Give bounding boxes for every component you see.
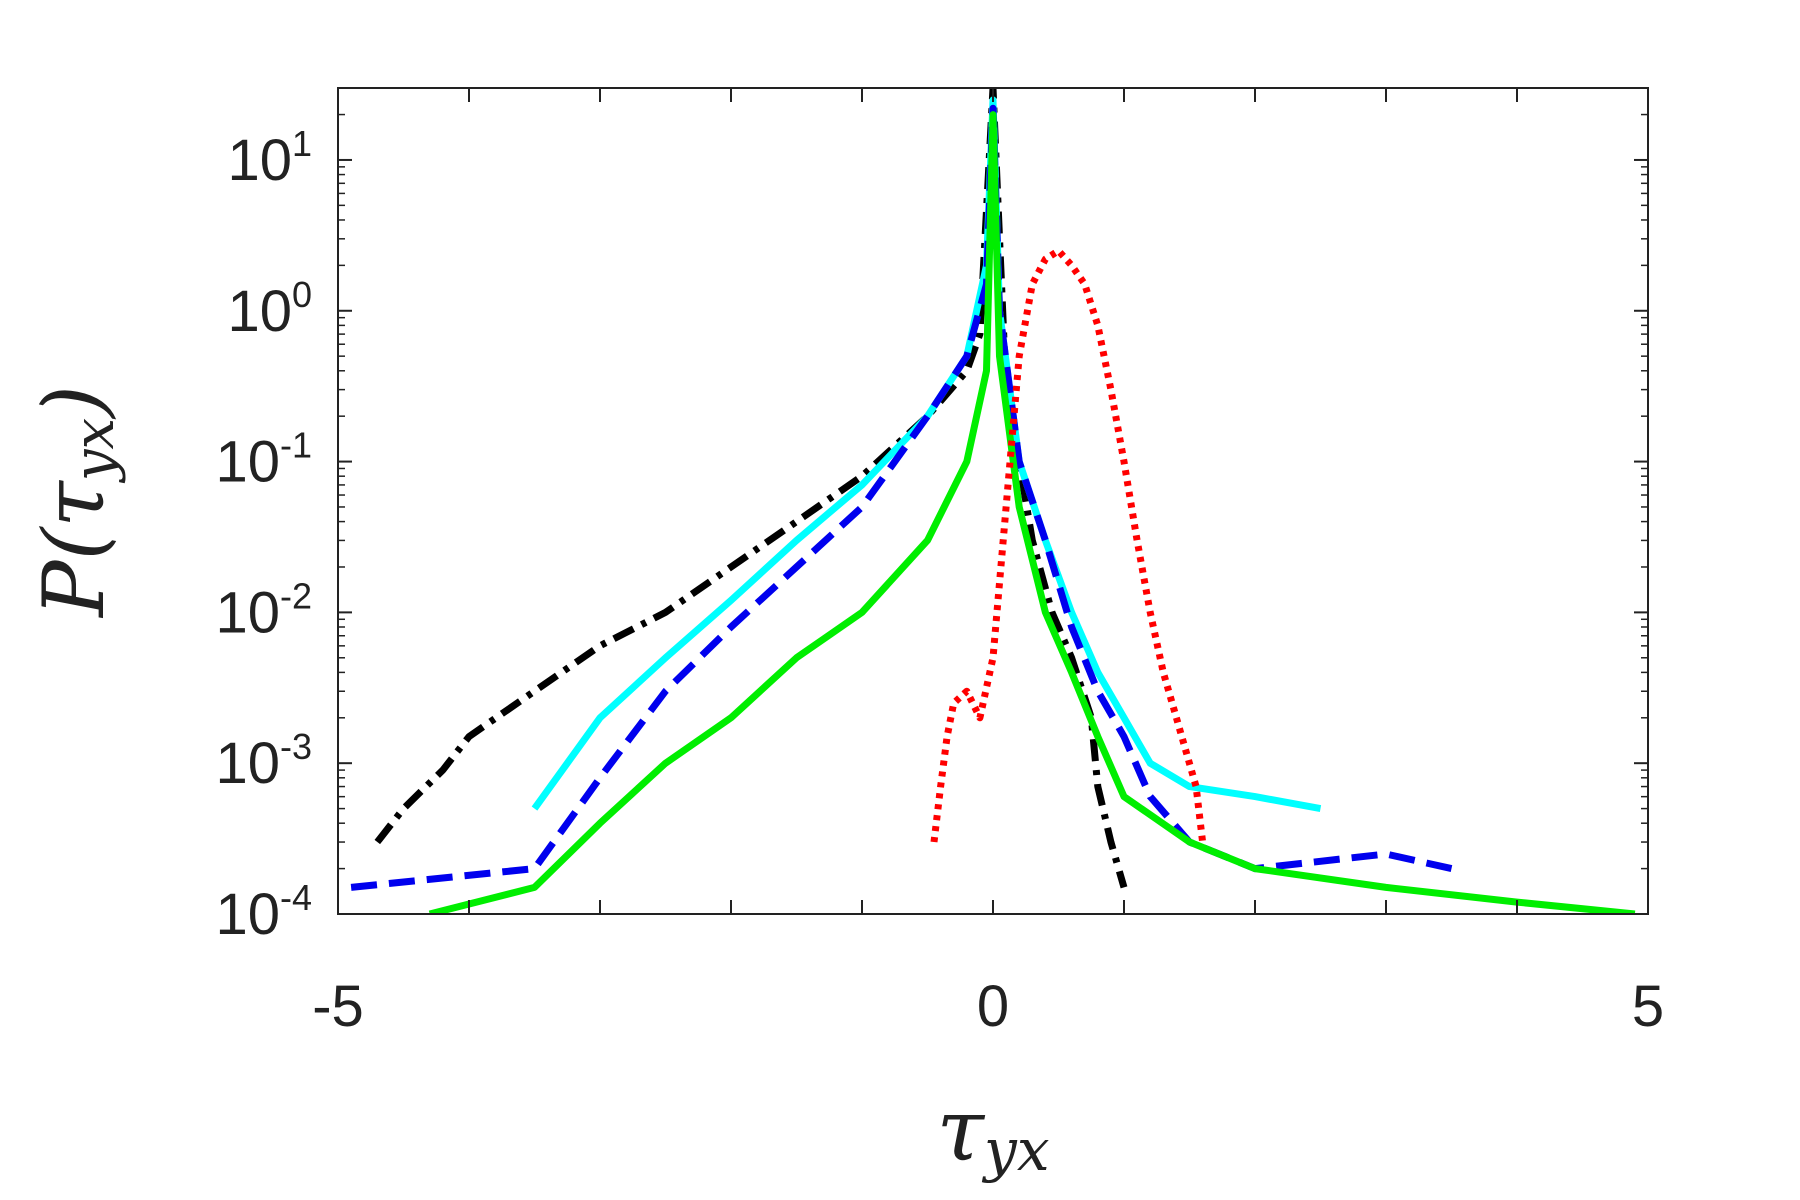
y-tick-label-base: 10 <box>215 882 280 947</box>
x-tick-label-2: 5 <box>1632 974 1664 1039</box>
y-tick-label-1: 10-3 <box>215 726 312 796</box>
x-axis-label: τyx <box>936 1081 1049 1184</box>
series-line-green <box>428 111 1636 914</box>
y-tick-label-base: 10 <box>227 279 292 344</box>
y-tick-label-base: 10 <box>227 128 292 193</box>
y-tick-label-4: 100 <box>227 274 312 344</box>
x-tick-label-1: 0 <box>977 974 1009 1039</box>
y-tick-label-exponent: -1 <box>280 425 312 466</box>
y-tick-label-exponent: -3 <box>280 726 312 767</box>
y-tick-label-base: 10 <box>215 580 280 645</box>
y-tick-label-2: 10-2 <box>215 575 312 645</box>
x-axis-label-subscript: yx <box>981 1116 1049 1184</box>
y-tick-label-0: 10-4 <box>215 877 312 947</box>
y-tick-label-base: 10 <box>215 430 280 495</box>
y-tick-label-exponent: 1 <box>292 123 312 164</box>
y-tick-label-exponent: 0 <box>292 274 312 315</box>
y-axis-label-close: ) <box>25 385 123 420</box>
x-tick-label-0: -5 <box>312 974 364 1039</box>
y-axis-label-subscript: yx <box>62 418 127 484</box>
series-line-black <box>374 88 1128 889</box>
y-tick-label-base: 10 <box>215 731 280 796</box>
y-tick-label-3: 10-1 <box>215 425 312 495</box>
series-layer <box>350 88 1636 914</box>
y-tick-label-exponent: -4 <box>280 877 312 918</box>
y-axis-label-main: P(τ <box>25 480 123 619</box>
x-axis-label-main: τ <box>936 1081 985 1181</box>
y-axis-label: P(τyx) <box>25 385 127 619</box>
y-tick-label-exponent: -2 <box>280 575 312 616</box>
tick-layer <box>337 88 1649 915</box>
y-tick-label-5: 101 <box>227 123 312 193</box>
